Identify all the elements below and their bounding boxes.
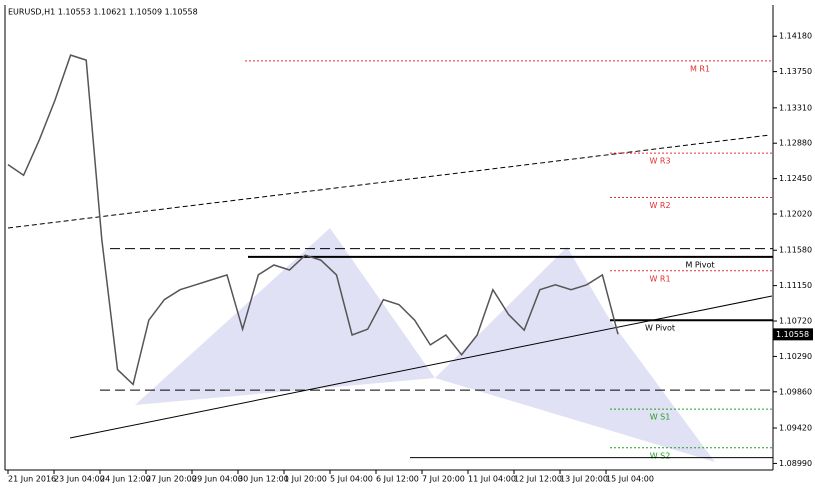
x-tick-label: 11 Jul 04:00 — [468, 475, 516, 484]
x-tick-label: 27 Jun 20:00 — [146, 475, 197, 484]
price-line — [7, 54, 619, 386]
y-tick-label: 1.09420 — [779, 424, 812, 433]
pattern-shape — [135, 228, 435, 405]
price-tag — [773, 328, 813, 341]
x-tick-label: 30 Jun 12:00 — [238, 475, 289, 484]
x-tick-label: 12 Jul 12:00 — [514, 475, 562, 484]
x-tick-label: 1 Jul 20:00 — [284, 475, 327, 484]
pattern-shape — [435, 247, 715, 462]
level-label: W R2 — [649, 201, 670, 210]
y-tick-label: 1.13310 — [779, 103, 812, 112]
x-tick-label: 6 Jul 12:00 — [376, 475, 419, 484]
y-tick-label: 1.11150 — [779, 281, 812, 290]
level-label: W R1 — [649, 274, 670, 283]
level-label: M Pivot — [685, 260, 714, 269]
level-label: W R3 — [649, 157, 670, 166]
chart-title: EURUSD,H1 1.10553 1.10621 1.10509 1.1055… — [8, 8, 198, 17]
x-tick-label: 24 Jun 12:00 — [100, 475, 151, 484]
x-tick-label: 29 Jun 04:00 — [192, 475, 243, 484]
x-tick-label: 15 Jul 04:00 — [606, 475, 654, 484]
y-tick-label: 1.08990 — [779, 459, 812, 468]
x-tick-label: 13 Jul 20:00 — [560, 475, 608, 484]
level-label: W S2 — [650, 451, 671, 460]
y-tick-label: 1.09860 — [779, 387, 812, 396]
y-tick-label: 1.12450 — [779, 174, 812, 183]
y-tick-label: 1.14180 — [779, 32, 812, 41]
level-label: M R1 — [690, 64, 710, 73]
y-tick-label: 1.10720 — [779, 317, 812, 326]
level-label: W Pivot — [645, 324, 675, 333]
level-label: W S1 — [650, 413, 671, 422]
y-tick-label: 1.10290 — [779, 352, 812, 361]
x-tick-label: 23 Jun 04:00 — [54, 475, 105, 484]
y-tick-label: 1.11580 — [779, 246, 812, 255]
y-tick-label: 1.12020 — [779, 210, 812, 219]
x-tick-label: 5 Jul 04:00 — [330, 475, 373, 484]
price-tag-label: 1.10558 — [776, 330, 809, 339]
x-tick-label: 7 Jul 20:00 — [422, 475, 465, 484]
x-tick-label: 21 Jun 2016 — [8, 475, 56, 484]
y-tick-label: 1.13750 — [779, 67, 812, 76]
y-tick-label: 1.12880 — [779, 139, 812, 148]
